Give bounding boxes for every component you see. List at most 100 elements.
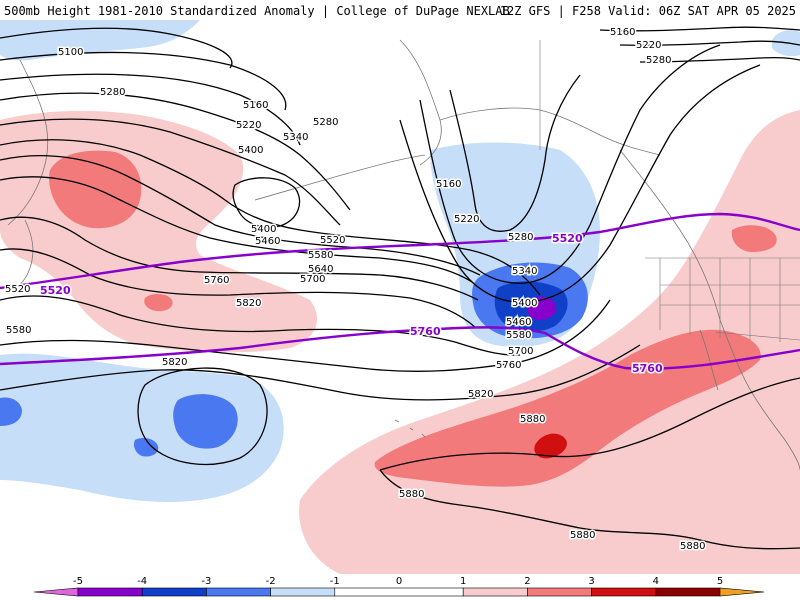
contour-label: 5280 <box>508 232 533 243</box>
contour-label: 5220 <box>454 214 479 225</box>
colorbar-tick-label: 0 <box>396 576 402 587</box>
anomaly-neg2-west-pacific <box>173 394 238 449</box>
colorbar-tick-labels: -5 -4 -3 -2 -1 0 1 2 3 4 5 <box>73 576 723 587</box>
highlight-contours <box>0 212 800 370</box>
contour-label: 5400 <box>238 145 263 156</box>
colorbar-tick-label: 2 <box>524 576 530 587</box>
purple-contour-5760 <box>0 326 800 370</box>
anomaly-pos2-east-asia <box>48 150 142 229</box>
colorbar-tick-label: -4 <box>137 576 147 587</box>
contour-label: 5280 <box>313 117 338 128</box>
contour-5160-ne <box>599 26 800 32</box>
contour-label: 5160 <box>436 179 461 190</box>
contour-label: 5700 <box>508 346 533 357</box>
contour-5640 <box>0 248 477 329</box>
contour-5280-ne <box>639 56 800 63</box>
contour-label: 5580 <box>6 325 31 336</box>
contour-low-circle <box>232 177 301 228</box>
contour-5880 <box>379 377 800 471</box>
contour-trough-5280 <box>419 44 721 284</box>
contour-label: 5580 <box>506 330 531 341</box>
coast-japan <box>9 219 34 293</box>
contour-5460 <box>0 155 481 276</box>
contour-label: 5880 <box>570 530 595 541</box>
contour-5700 <box>0 295 521 356</box>
political-borders <box>539 40 800 342</box>
contour-label: 5880 <box>520 414 545 425</box>
contour-label: 5160 <box>243 100 268 111</box>
contour-label: 5880 <box>399 489 424 500</box>
contour-label: 5640 <box>308 264 333 275</box>
contour-5820 <box>0 344 641 401</box>
contour-label: 5580 <box>308 250 333 261</box>
contour-5280 <box>0 92 351 211</box>
anomaly-pos2-north-america <box>731 225 777 252</box>
contour-labels: 5100 5280 5160 5220 5280 5340 5400 5400 … <box>4 26 707 554</box>
colorbar-tick-label: -1 <box>330 576 340 587</box>
colorbar-swatch <box>527 587 592 597</box>
colorbar-tick-label: 5 <box>717 576 723 587</box>
contour-label: 5100 <box>58 47 83 58</box>
colorbar-swatch <box>719 587 765 597</box>
contour-label: 5520 <box>320 235 345 246</box>
contour-5760 <box>0 299 611 372</box>
contour-5100 <box>0 27 233 69</box>
contour-label: 5880 <box>680 541 705 552</box>
contour-trough-5340 <box>399 64 761 304</box>
model-run-info: 12Z GFS | F258 Valid: 06Z SAT APR 05 202… <box>499 4 796 18</box>
contour-5340 <box>0 118 341 226</box>
contour-5880-south <box>379 469 800 550</box>
contour-label: 5160 <box>610 27 635 38</box>
purple-contour-5520 <box>0 212 800 290</box>
anomaly-pos3-band <box>534 433 567 459</box>
coast-hawaii <box>394 419 426 438</box>
anomaly-neg4-trough <box>526 296 557 320</box>
contour-label: 5460 <box>255 236 280 247</box>
contour-label: 5280 <box>100 87 125 98</box>
coastlines <box>7 39 800 471</box>
anomaly-neg2-left-edge <box>0 397 22 426</box>
colorbar-tick-label: 4 <box>653 576 659 587</box>
contour-5580 <box>0 216 479 301</box>
colorbar: -5 -4 -3 -2 -1 0 1 2 3 4 5 <box>33 576 765 597</box>
contour-label: 5220 <box>636 40 661 51</box>
purple-contour-label: 5760 <box>410 325 441 338</box>
anomaly-neg1-west-pacific <box>0 353 284 502</box>
positive-anomaly-shading <box>0 110 800 574</box>
purple-contour-label: 5520 <box>552 232 583 245</box>
contour-5400 <box>0 139 541 296</box>
border-us-mexico <box>714 331 800 341</box>
contour-label: 5400 <box>251 224 276 235</box>
colorbar-tick-label: -2 <box>266 576 276 587</box>
coast-baja <box>699 329 719 391</box>
colorbar-swatches <box>33 587 765 597</box>
contour-label: 5280 <box>646 55 671 66</box>
colorbar-swatch <box>655 587 721 597</box>
contour-label: 5820 <box>468 389 493 400</box>
contour-label: 5460 <box>506 317 531 328</box>
contour-label: 5340 <box>283 132 308 143</box>
height-contours <box>0 26 800 550</box>
colorbar-swatch <box>77 587 143 597</box>
contour-label: 5760 <box>204 275 229 286</box>
contour-label: 5220 <box>236 120 261 131</box>
contour-label: 5700 <box>300 274 325 285</box>
colorbar-swatch <box>33 587 79 597</box>
contour-5220 <box>0 73 301 146</box>
anomaly-neg2-small-blob <box>133 438 159 457</box>
colorbar-swatch <box>270 587 336 597</box>
colorbar-swatch <box>334 587 464 597</box>
state-grid-lines <box>659 258 800 342</box>
map-title: 500mb Height 1981-2010 Standardized Anom… <box>4 4 510 18</box>
contour-5820-closed <box>137 367 268 466</box>
colorbar-tick-label: 3 <box>588 576 594 587</box>
colorbar-swatch <box>141 587 207 597</box>
contour-trough-5220 <box>449 74 581 232</box>
contour-label: 5340 <box>512 266 537 277</box>
colorbar-swatch <box>462 587 528 597</box>
colorbar-tick-label: 1 <box>460 576 466 587</box>
contour-5160 <box>0 51 287 111</box>
coast-aleutians <box>254 154 426 201</box>
colorbar-swatch <box>206 587 271 597</box>
